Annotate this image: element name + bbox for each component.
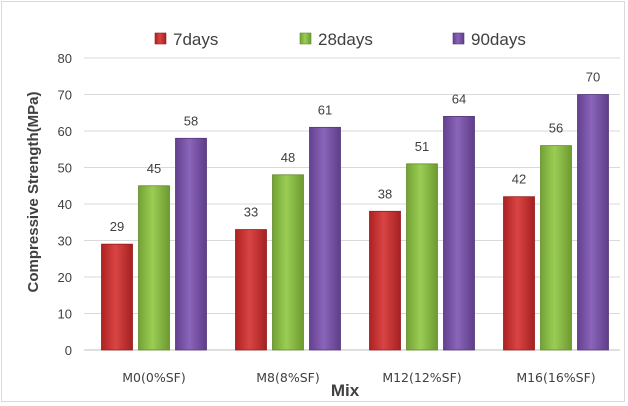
- bar-90days-0: [175, 137, 207, 351]
- bar-90days-1: [309, 126, 341, 351]
- y-tick-label: 20: [58, 270, 72, 285]
- data-label: 29: [110, 219, 124, 234]
- y-tick-label: 10: [58, 307, 72, 322]
- bar-90days-3: [577, 94, 609, 351]
- legend-label: 28days: [318, 30, 373, 49]
- y-tick-label: 50: [58, 161, 72, 176]
- legend-label: 90days: [471, 30, 526, 49]
- legend-swatch: [452, 32, 465, 45]
- y-tick-label: 80: [58, 51, 72, 66]
- x-axis-categories: M0(0%SF) M8(8%SF) M12(12%SF) M16(16%SF): [122, 370, 595, 385]
- legend: 7days 28days 90days: [154, 30, 526, 49]
- data-label: 33: [244, 205, 258, 220]
- y-axis-ticks: 0 10 20 30 40 50 60 70 80: [58, 51, 72, 358]
- data-label: 61: [318, 102, 332, 117]
- x-category-label: M0(0%SF): [122, 370, 185, 385]
- bar-28days-0: [138, 185, 170, 351]
- bar-7days-1: [235, 229, 267, 351]
- bar-7days-3: [503, 196, 535, 351]
- legend-swatch: [154, 32, 167, 45]
- legend-label: 7days: [173, 30, 218, 49]
- data-label: 42: [512, 172, 526, 187]
- bar-90days-2: [443, 116, 475, 351]
- y-tick-label: 0: [65, 343, 72, 358]
- bar-7days-2: [369, 210, 401, 351]
- y-tick-label: 40: [58, 197, 72, 212]
- y-axis-title: Compressive Strength(MPa): [25, 92, 42, 293]
- bar-28days-1: [272, 174, 304, 351]
- data-label: 45: [147, 161, 161, 176]
- bar-7days-0: [101, 243, 133, 351]
- data-label: 56: [549, 121, 563, 136]
- data-label: 48: [281, 150, 295, 165]
- gridlines: [84, 57, 620, 351]
- x-category-label: M12(12%SF): [382, 370, 461, 385]
- x-category-label: M16(16%SF): [516, 370, 595, 385]
- x-axis-title: Mix: [331, 381, 360, 400]
- data-label: 70: [586, 70, 600, 85]
- data-label: 38: [378, 186, 392, 201]
- data-label: 58: [184, 113, 198, 128]
- y-tick-label: 30: [58, 234, 72, 249]
- bars: [101, 94, 609, 351]
- y-tick-label: 60: [58, 124, 72, 139]
- legend-swatch: [299, 32, 312, 45]
- bar-28days-2: [406, 163, 438, 351]
- data-label: 64: [452, 91, 466, 106]
- data-labels: 29 45 58 33 48 61 38 51 64 42 56 70: [110, 70, 600, 235]
- bar-28days-3: [540, 145, 572, 351]
- x-category-label: M8(8%SF): [256, 370, 319, 385]
- data-label: 51: [415, 139, 429, 154]
- y-tick-label: 70: [58, 88, 72, 103]
